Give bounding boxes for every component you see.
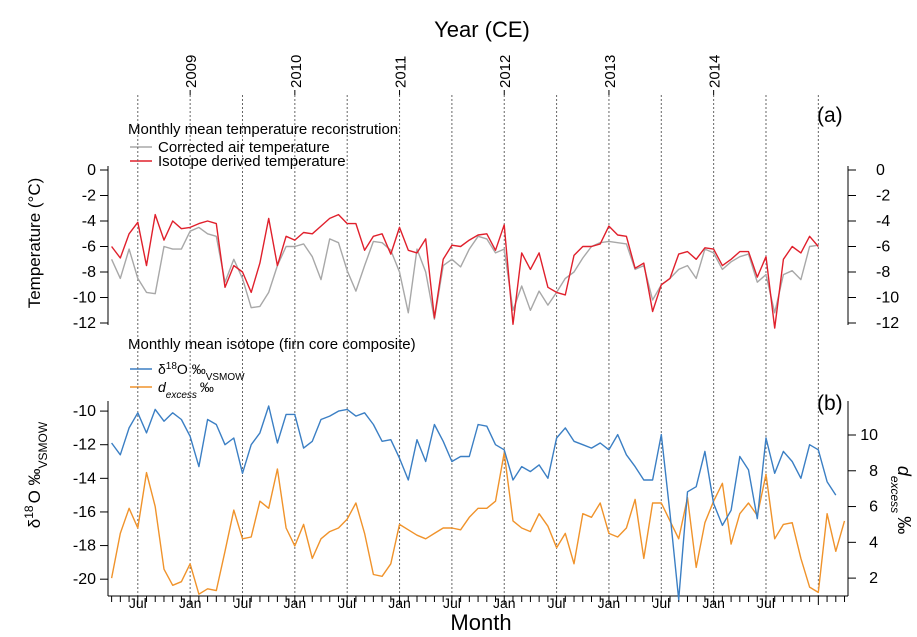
panel-b-right-ylabel-main: d — [894, 466, 914, 477]
year-tick-label: 2009 — [183, 55, 200, 88]
dexcess-line — [110, 452, 846, 595]
legend-dexcess-sub: excess — [166, 390, 197, 401]
top-axis-title: Year (CE) — [434, 17, 530, 42]
panel-b-left-tick-label: -16 — [73, 504, 96, 521]
panel-a-label: (a) — [817, 104, 843, 127]
panel-b-left-tick-label: -20 — [73, 571, 96, 588]
legend-isotope-temp-label: Isotope derived temperature — [158, 153, 346, 170]
panel-b-left-tick-label: -14 — [73, 470, 96, 487]
panel-b-left-tick-label: -12 — [73, 437, 96, 454]
panel-b-right-tick-label: 2 — [869, 570, 878, 587]
legend-dexcess-unit: ‰ — [200, 379, 214, 395]
panel-b-label: (b) — [817, 392, 843, 415]
panel-b-left-tick-label: -10 — [73, 403, 96, 420]
legend-d18o-sup: 18 — [166, 361, 178, 372]
panel-a-right-tick-label: -4 — [876, 213, 890, 230]
panel-b-ylabel-pre: δ — [25, 519, 44, 528]
d18o-line — [111, 405, 837, 601]
legend-d18o-label: δ18O ‰VSMOW — [158, 361, 245, 383]
panel-a-ylabel: Temperature (°C) — [25, 178, 44, 309]
legend-d18o-sub: VSMOW — [206, 372, 245, 383]
panel-a-left-tick-label: -4 — [82, 213, 96, 230]
panel-b-right-ylabel: dexcess ‰ — [888, 466, 914, 534]
panel-b-right-tick-label: 10 — [860, 427, 878, 444]
panel-a-right-tick-label: -12 — [876, 315, 899, 332]
year-tick-label: 2011 — [393, 56, 410, 88]
year-tick-label: 2012 — [497, 55, 514, 88]
panel-a-left-tick-label: -8 — [82, 264, 96, 281]
legend-d18o-pre: δ — [158, 361, 166, 377]
panel-b-right-ylabel-sub: excess — [888, 476, 902, 513]
panel-b-ylabel-sub: VSMOW — [36, 421, 50, 468]
legend-dexcess-main: d — [158, 379, 167, 395]
year-tick-label: 2010 — [288, 55, 305, 88]
panel-a-left-tick-label: -2 — [82, 188, 96, 205]
panel-b-left-tick-label: -18 — [73, 538, 96, 555]
panel-b-ylabel-sup: 18 — [22, 505, 36, 519]
legend-d18o-mid: O ‰ — [177, 361, 206, 377]
panel-a-right-tick-label: -6 — [876, 239, 890, 256]
panel-a-right-tick-label: 0 — [876, 162, 885, 179]
panel-a-left-tick-label: -12 — [73, 315, 96, 332]
panel-a-left-tick-label: 0 — [87, 162, 96, 179]
year-tick-label: 2013 — [602, 55, 619, 88]
panel-b-ylabel: δ18 O ‰VSMOW — [22, 421, 50, 528]
year-tick-label: 2014 — [707, 55, 724, 88]
air-temp-line — [110, 226, 819, 320]
panel-a-left-tick-label: -10 — [73, 290, 96, 307]
series-lines — [110, 213, 846, 601]
panel-a-left-tick-label: -6 — [82, 239, 96, 256]
bottom-axis-title: Month — [450, 610, 511, 635]
legend-dexcess-label: dexcess ‰ — [158, 379, 214, 401]
panel-a-right-tick-label: -10 — [876, 290, 899, 307]
panel-b-right-tick-label: 8 — [869, 463, 878, 480]
panel-a-right-tick-label: -8 — [876, 264, 890, 281]
panel-b-legend-title: Monthly mean isotope (firn core composit… — [128, 336, 416, 353]
panel-a-right-tick-label: -2 — [876, 188, 890, 205]
isotope-temp-line — [111, 213, 819, 329]
panel-b-right-tick-label: 6 — [869, 499, 878, 516]
panel-a-legend-title: Monthly mean temperature reconstrution — [128, 121, 398, 138]
panel-b-right-ylabel-unit: ‰ — [894, 516, 914, 534]
legend-air-temp-label: Corrected air temperature — [158, 139, 330, 156]
panel-b-right-tick-label: 4 — [869, 534, 878, 551]
panel-b-ylabel-mid: O ‰ — [25, 468, 44, 503]
